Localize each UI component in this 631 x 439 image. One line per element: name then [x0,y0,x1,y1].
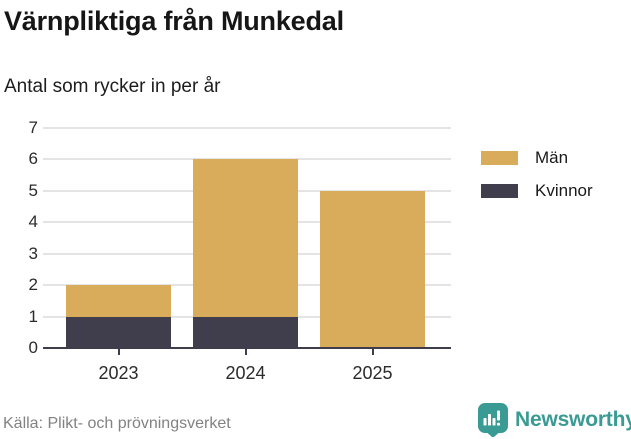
bar-segment-män-2024 [193,159,298,317]
y-axis-tick-label: 1 [28,306,38,326]
y-axis-tick-label: 2 [28,275,38,295]
x-axis-tick-mark [117,349,120,355]
y-gridline [43,127,451,129]
y-axis-tick-label: 7 [28,118,38,137]
source-text: Källa: Plikt- och prövningsverket [3,415,231,432]
bar-segment-kvinnor-2024 [193,316,298,348]
x-axis-tick-label: 2025 [352,363,393,383]
bar-segment-män-2023 [66,285,171,317]
y-axis-tick-label: 5 [28,180,38,200]
y-axis-tick-label: 4 [28,212,38,232]
x-axis-tick-label: 2023 [98,363,139,383]
newsworthy-logo[interactable]: Newsworthy [478,403,631,437]
x-axis-tick-mark [244,349,247,355]
legend-item-män: Män [481,148,593,168]
legend-item-kvinnor: Kvinnor [481,181,593,201]
y-axis-tick-label: 6 [28,149,38,169]
legend-label: Kvinnor [535,181,593,200]
legend-label: Män [535,148,569,167]
x-axis-tick-label: 2024 [225,363,266,383]
x-axis-tick-mark [371,349,374,355]
x-axis-line [43,347,451,349]
newsworthy-wordmark: Newsworthy [515,408,631,431]
y-axis-tick-label: 3 [28,243,38,263]
bar-chart-speech-bubble-icon [478,403,508,437]
bar-segment-män-2025 [320,190,425,348]
legend-swatch [481,184,518,198]
bar-segment-kvinnor-2023 [66,316,171,348]
chart-subtitle: Antal som rycker in per år [4,76,221,97]
y-axis-tick-label: 0 [28,338,38,357]
legend: Män Kvinnor [481,148,593,201]
legend-swatch [481,151,518,165]
chart-title: Värnpliktiga från Munkedal [4,6,344,36]
